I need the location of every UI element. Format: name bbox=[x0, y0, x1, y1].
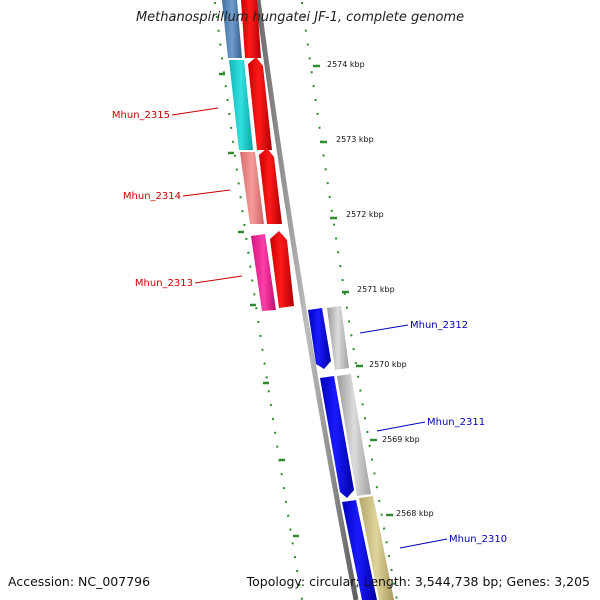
tick-label-2570: 2570 kbp bbox=[369, 360, 407, 369]
gene-arrow-blue-1[interactable] bbox=[308, 308, 331, 369]
feature-salmon[interactable] bbox=[240, 152, 264, 224]
feature-cyan[interactable] bbox=[229, 60, 253, 150]
accession-text: Accession: NC_007796 bbox=[8, 574, 151, 589]
feature-gray-2[interactable] bbox=[337, 374, 371, 496]
tick-label-2568: 2568 kbp bbox=[396, 509, 434, 518]
gene-arrow-red-2[interactable] bbox=[248, 57, 272, 150]
outer-guide-arc bbox=[301, 1, 398, 600]
gene-arrow-blue-2[interactable] bbox=[320, 376, 354, 498]
feature-magenta[interactable] bbox=[251, 234, 276, 311]
tick-label-2569: 2569 kbp bbox=[382, 435, 420, 444]
gene-label-mhun-2315[interactable]: Mhun_2315 bbox=[112, 110, 170, 121]
gene-label-mhun-2313[interactable]: Mhun_2313 bbox=[135, 278, 193, 289]
gene-label-mhun-2314[interactable]: Mhun_2314 bbox=[123, 191, 181, 202]
reverse-strand-features bbox=[308, 306, 394, 600]
gene-arrow-blue-3[interactable] bbox=[342, 500, 377, 600]
topology-text: Topology: circular; Length: 3,544,738 bp… bbox=[246, 574, 590, 589]
feature-steel-blue[interactable] bbox=[222, 0, 242, 58]
tick-label-2572: 2572 kbp bbox=[346, 210, 384, 219]
tick-label-2574: 2574 kbp bbox=[327, 60, 365, 69]
map-title: Methanospirillum hungatei JF-1, complete… bbox=[135, 10, 465, 25]
gene-arrow-red-1[interactable] bbox=[241, 0, 261, 58]
feature-tan[interactable] bbox=[359, 496, 394, 600]
leader-lines bbox=[171, 107, 448, 549]
feature-gray-1[interactable] bbox=[327, 306, 349, 370]
gene-arrow-red-3[interactable] bbox=[259, 148, 282, 224]
gene-label-mhun-2311[interactable]: Mhun_2311 bbox=[427, 417, 485, 428]
inner-guide-arc bbox=[214, 1, 303, 600]
tick-marks bbox=[219, 64, 393, 538]
gene-label-mhun-2312[interactable]: Mhun_2312 bbox=[410, 320, 468, 331]
tick-label-2573: 2573 kbp bbox=[336, 135, 374, 144]
gene-label-mhun-2310[interactable]: Mhun_2310 bbox=[449, 534, 507, 545]
tick-label-2571: 2571 kbp bbox=[357, 285, 395, 294]
genome-backbone bbox=[255, 0, 359, 600]
gene-arrow-red-4[interactable] bbox=[270, 231, 294, 308]
forward-strand-features bbox=[222, 0, 294, 311]
